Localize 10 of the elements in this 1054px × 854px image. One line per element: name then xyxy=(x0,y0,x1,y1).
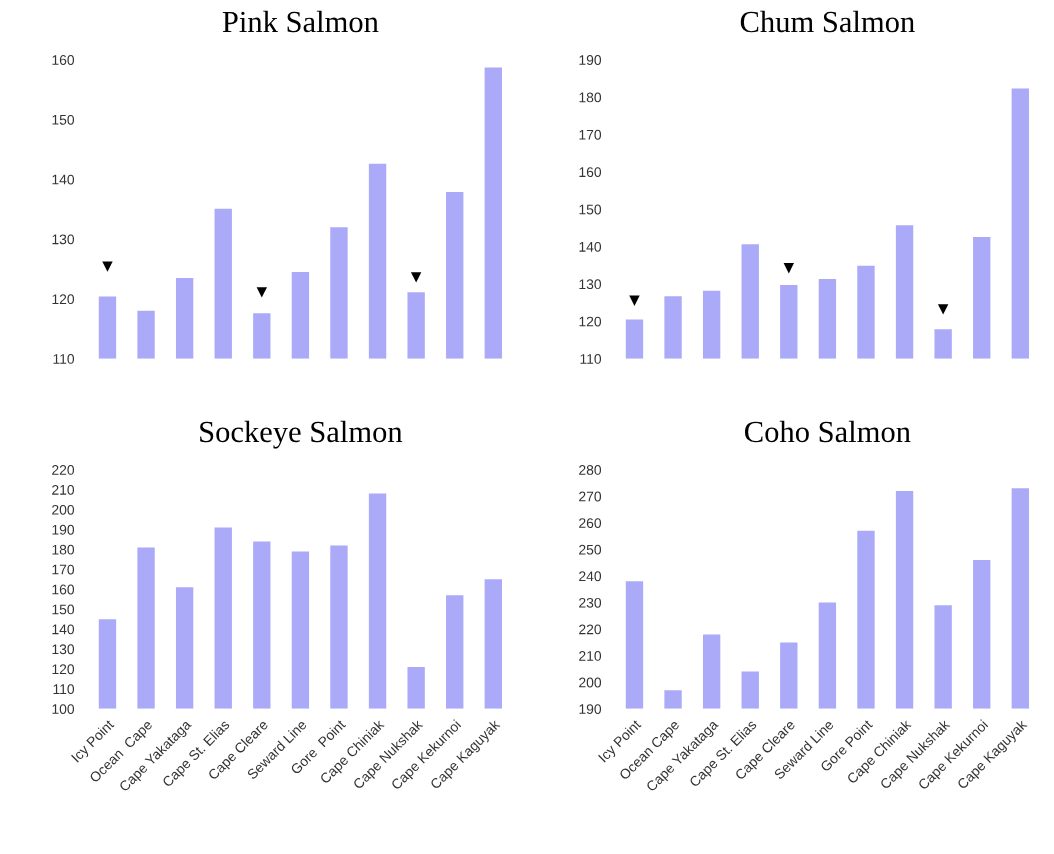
chart-title: Sockeye Salmon xyxy=(200,420,403,449)
point xyxy=(256,287,267,298)
point xyxy=(937,304,949,315)
chart-title: Pink Salmon xyxy=(222,10,379,33)
point xyxy=(410,272,422,283)
point xyxy=(102,261,113,272)
point xyxy=(629,295,640,306)
point xyxy=(783,263,794,274)
chart-title: Coho Salmon xyxy=(745,420,911,443)
chart-title: Chum Salmon xyxy=(740,10,915,33)
